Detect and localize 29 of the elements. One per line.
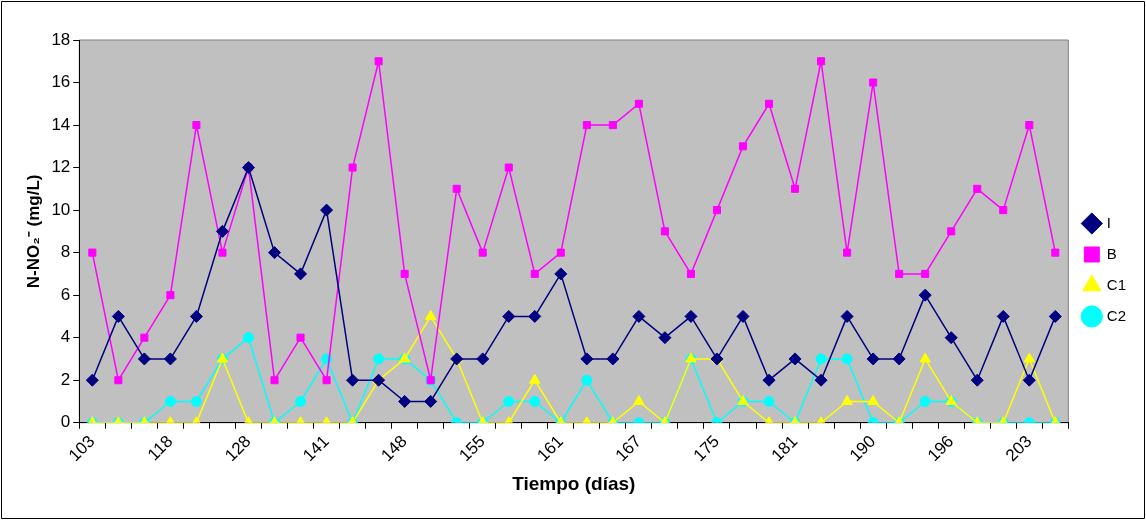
x-tick-label: 196 bbox=[923, 431, 958, 466]
y-tick-label: 8 bbox=[60, 242, 71, 262]
x-tick-label: 148 bbox=[377, 431, 411, 466]
legend-label: I bbox=[1106, 213, 1111, 231]
x-tick-label: 155 bbox=[455, 431, 489, 466]
y-tick-label: 10 bbox=[51, 199, 71, 219]
x-tick-label: 167 bbox=[611, 431, 646, 466]
x-tick-label: 118 bbox=[143, 431, 177, 465]
x-tick-label: 175 bbox=[689, 431, 724, 466]
y-tick-label: 12 bbox=[51, 157, 71, 177]
y-tick-label: 2 bbox=[60, 369, 71, 389]
x-tick-label: 190 bbox=[845, 431, 880, 466]
y-tick-label: 18 bbox=[51, 29, 71, 49]
legend-label: C1 bbox=[1106, 275, 1127, 293]
legend-label: C2 bbox=[1106, 306, 1127, 324]
y-axis-title: N-NO₂⁻ (mg/L) bbox=[23, 174, 43, 289]
y-tick-label: 6 bbox=[60, 284, 71, 304]
x-tick-label: 141 bbox=[299, 431, 333, 466]
x-tick-label: 161 bbox=[533, 431, 567, 466]
y-tick-label: 14 bbox=[51, 114, 71, 134]
x-tick-label: 181 bbox=[767, 431, 802, 466]
legend-label: B bbox=[1106, 244, 1117, 262]
x-axis-title: Tiempo (días) bbox=[512, 472, 636, 494]
y-tick-label: 4 bbox=[60, 327, 71, 347]
x-tick-label: 103 bbox=[64, 431, 99, 466]
y-tick-label: 0 bbox=[60, 412, 71, 432]
y-tick-label: 16 bbox=[51, 72, 71, 92]
x-tick-label: 203 bbox=[1001, 431, 1036, 466]
x-tick-label: 128 bbox=[221, 431, 255, 466]
